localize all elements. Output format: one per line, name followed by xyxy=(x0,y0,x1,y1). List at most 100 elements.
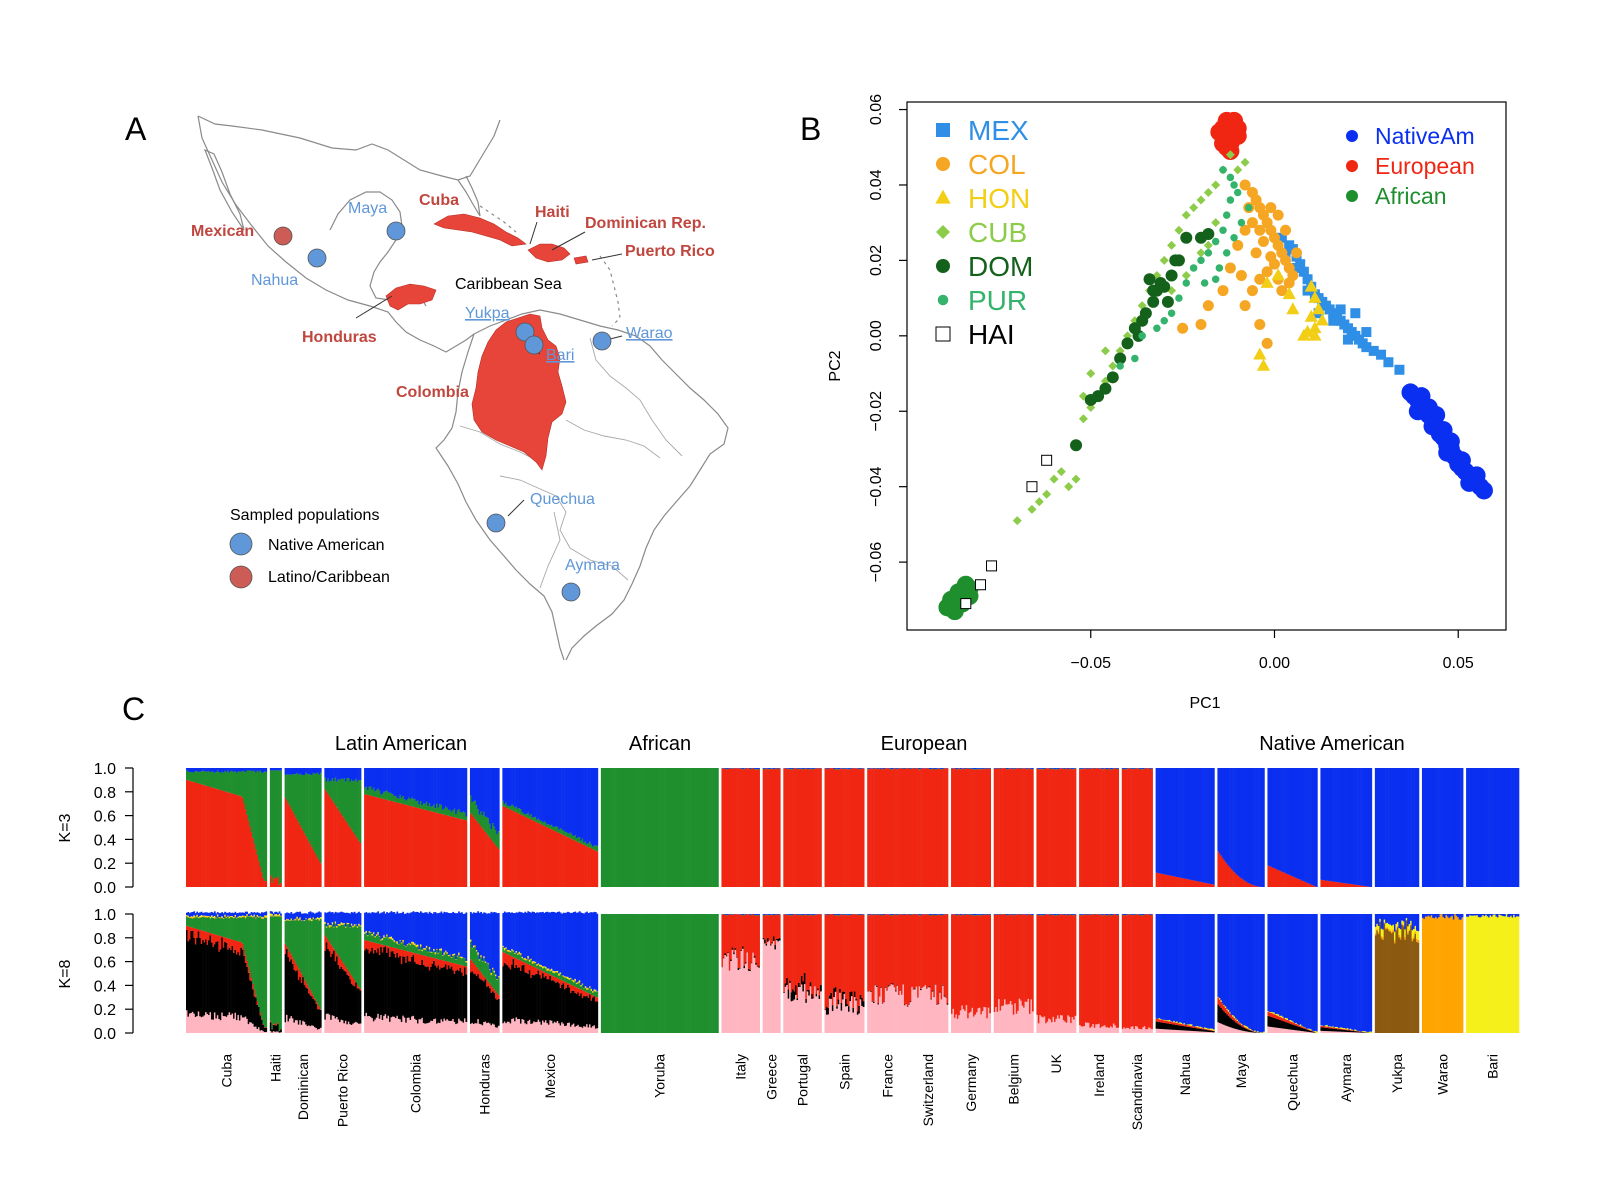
k8-bar-segment xyxy=(253,912,256,915)
k3-bar-segment xyxy=(484,832,487,887)
k3-bar-segment xyxy=(1006,769,1009,770)
k8-bar-segment xyxy=(241,915,244,917)
pca-y-tick-label: 0.00 xyxy=(868,320,885,351)
k3-bar-segment xyxy=(400,797,403,804)
k8-bar-segment xyxy=(469,941,472,960)
k3-bar-segment xyxy=(378,790,381,798)
k8-bar-segment xyxy=(862,914,865,1002)
k8-bar-segment xyxy=(742,946,744,949)
k8-bar-segment xyxy=(250,912,253,915)
k8-bar-segment xyxy=(539,966,541,970)
k3-bar-segment xyxy=(1140,768,1143,769)
k8-bar-segment xyxy=(397,948,400,958)
k8-bar-segment xyxy=(464,1018,466,1033)
k8-bar-segment xyxy=(347,913,350,924)
k3-bar-segment xyxy=(862,768,865,887)
k8-bar-segment xyxy=(444,952,447,962)
k8-bar-segment xyxy=(771,914,774,943)
k3-bar-segment xyxy=(981,768,984,769)
k8-bar-segment xyxy=(553,976,556,982)
k8-bar-segment xyxy=(397,943,400,945)
k8-bar-segment xyxy=(433,960,435,1020)
k8-bar-segment xyxy=(263,917,266,1028)
k3-bar-segment xyxy=(740,769,743,887)
k3-bar-segment xyxy=(1210,768,1212,885)
k3-population-france xyxy=(867,768,949,887)
k8-bar-segment xyxy=(365,932,368,941)
k3-bar-segment xyxy=(414,807,416,887)
k8-bar-segment xyxy=(549,974,552,976)
k8-bar-segment xyxy=(527,964,530,974)
k3-bar-segment xyxy=(306,773,309,839)
k3-bar-segment xyxy=(555,831,558,887)
k3-bar-segment xyxy=(1455,768,1458,887)
k3-bar-segment xyxy=(455,817,457,887)
k3-bar-segment xyxy=(194,768,197,772)
k8-bar-segment xyxy=(300,982,303,1025)
k8-bar-segment xyxy=(555,971,558,973)
k8-bar-segment xyxy=(334,1018,337,1033)
k3-bar-segment xyxy=(1020,768,1022,887)
k3-bar-segment xyxy=(846,769,849,887)
k8-bar-segment xyxy=(614,914,616,1033)
k3-bar-segment xyxy=(973,769,975,887)
k3-bar-segment xyxy=(664,768,666,887)
k8-bar-segment xyxy=(887,914,890,986)
k8-bar-segment xyxy=(874,914,877,985)
k8-bar-segment xyxy=(511,956,513,965)
k8-bar-segment xyxy=(802,991,805,1033)
k8-bar-segment xyxy=(558,983,560,1024)
k3-bar-segment xyxy=(1307,883,1309,887)
k3-bar-segment xyxy=(853,768,856,887)
pca-series-nativeam xyxy=(1401,383,1493,500)
k3-bar-segment xyxy=(489,837,491,887)
k8-bar-segment xyxy=(809,982,812,987)
k3-bar-segment xyxy=(1140,768,1143,770)
k3-bar-segment xyxy=(1252,885,1255,887)
k8-bar-segment xyxy=(227,915,229,917)
pca-series-dom xyxy=(1070,228,1215,452)
k8-bar-segment xyxy=(581,998,584,1028)
k3-bar-segment xyxy=(539,820,541,824)
k3-bar-segment xyxy=(461,819,463,887)
k8-bar-segment xyxy=(777,914,780,916)
pca-legend-label-hai: HAI xyxy=(968,319,1015,350)
k8-bar-segment xyxy=(737,968,740,971)
k3-bar-segment xyxy=(556,832,559,887)
k8-bar-segment xyxy=(787,914,790,990)
k3-bar-segment xyxy=(334,777,337,806)
k3-bar-segment xyxy=(191,768,194,773)
k8-bar-segment xyxy=(328,927,331,943)
k8-bar-segment xyxy=(247,972,250,1025)
k8-bar-segment xyxy=(873,915,875,1003)
k3-bar-segment xyxy=(519,814,522,887)
k8-bar-segment xyxy=(540,965,543,967)
k3-bar-segment xyxy=(1498,768,1501,887)
k3-bar-segment xyxy=(849,768,852,769)
k3-bar-segment xyxy=(234,771,237,795)
k3-bar-segment xyxy=(1105,769,1108,887)
pca-point-col xyxy=(1265,202,1277,214)
k8-bar-segment xyxy=(528,970,531,1020)
k8-bar-segment xyxy=(709,914,712,1033)
k8-bar-segment xyxy=(278,911,281,914)
k8-bar-segment xyxy=(630,914,633,1033)
k8-bar-segment xyxy=(278,916,281,1031)
k8-bar-segment xyxy=(484,979,487,1022)
label-honduras: Honduras xyxy=(302,329,377,346)
k8-bar-segment xyxy=(824,1010,827,1033)
k3-bar-segment xyxy=(575,768,578,839)
k3-bar-segment xyxy=(367,794,369,887)
k3-bar-segment xyxy=(770,768,772,887)
k3-bar-segment xyxy=(364,768,366,788)
k8-bar-segment xyxy=(798,982,800,987)
k3-bar-segment xyxy=(1220,855,1223,887)
k3-bar-segment xyxy=(667,768,669,887)
k8-bar-segment xyxy=(874,985,877,1033)
k8-bar-segment xyxy=(284,920,287,944)
k3-bar-segment xyxy=(493,826,496,844)
k3-bar-segment xyxy=(525,768,528,815)
pca-point-mex xyxy=(1335,304,1346,315)
k8-bar-segment xyxy=(842,991,844,1000)
k8-bar-segment xyxy=(390,911,393,937)
